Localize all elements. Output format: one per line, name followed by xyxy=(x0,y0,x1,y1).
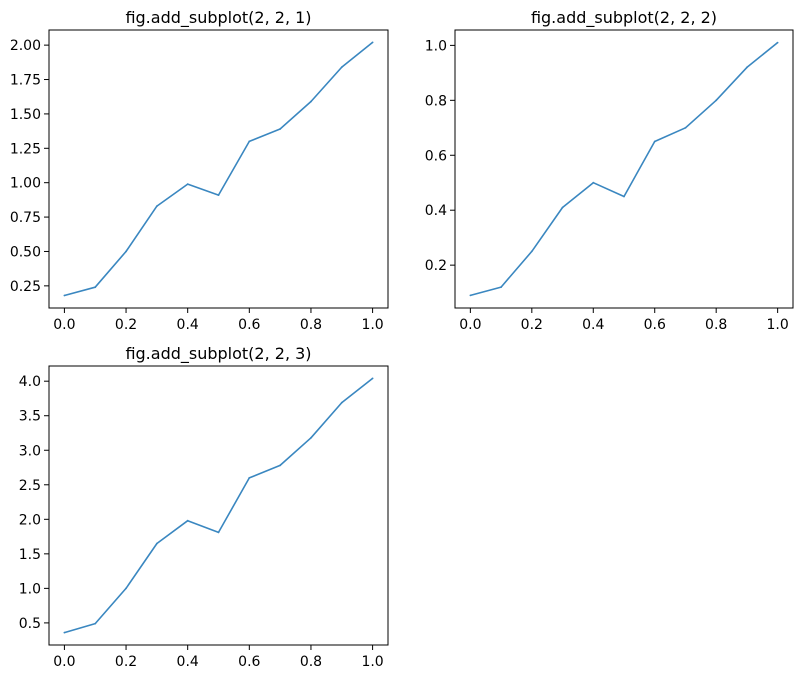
subplot-3-y-tick-label: 3.0 xyxy=(19,443,41,459)
subplot-3-y-tick-label: 1.5 xyxy=(19,547,41,563)
subplot-3: fig.add_subplot(2, 2, 3) 0.0 0.2 0.4 0.6 0.8… xyxy=(19,344,389,670)
subplot-1-x-tick-label: 0.4 xyxy=(177,317,199,333)
subplot-2-data-point xyxy=(653,140,656,143)
subplot-3-x-tick-label: 1.0 xyxy=(361,654,383,670)
subplot-3-data-point xyxy=(310,436,312,439)
subplot-3-data-point xyxy=(340,401,343,404)
subplot-3-axes-frame xyxy=(48,365,389,646)
subplot-1-y-tick-label: 0.50 xyxy=(10,244,41,260)
subplot-1-y-tick-label: 2.00 xyxy=(10,38,41,54)
subplot-2-y-tick-label: 1.0 xyxy=(425,38,447,54)
subplot-1-x-tick-label: 0.6 xyxy=(238,317,260,333)
subplot-2-data-point xyxy=(715,99,718,102)
subplot-3-x-tick-label: 0.2 xyxy=(115,654,137,670)
subplot-2-data-point xyxy=(684,126,687,129)
subplot-1-axes-frame xyxy=(48,29,389,309)
subplot-1-y-tick-label: 1.25 xyxy=(10,141,41,157)
subplot-1-data-point xyxy=(186,183,189,186)
subplot-2-title: fig.add_subplot(2, 2, 2) xyxy=(531,8,717,28)
subplot-2-x-tick-label: 0.6 xyxy=(644,317,666,333)
subplot-2-y-tick-label: 0.6 xyxy=(425,148,447,164)
subplot-1-data-point xyxy=(63,294,66,297)
subplot-2-data-point xyxy=(746,66,748,69)
subplot-3-data-point xyxy=(156,542,158,545)
subplot-1-x-tick-label: 0.2 xyxy=(115,317,137,333)
subplot-2-x-tick-label: 0.8 xyxy=(705,317,727,333)
subplot-2-data-point xyxy=(776,41,779,44)
subplot-1-data-point xyxy=(248,140,251,143)
subplot-3-x-tick-label: 0.6 xyxy=(238,654,260,670)
subplot-3-y-tick-label: 3.5 xyxy=(19,409,41,425)
subplot-2-data-point xyxy=(500,286,502,288)
subplot-2-axes-frame xyxy=(454,29,794,309)
subplot-2-x-tick-label: 0.4 xyxy=(582,317,604,333)
subplot-1-data-point xyxy=(279,128,281,130)
subplot-2-x-tick-label: 1.0 xyxy=(767,317,789,333)
subplot-1-y-tick-label: 1.50 xyxy=(10,107,41,123)
subplot-1-x-tick-label: 0.8 xyxy=(300,317,322,333)
subplot-1-data-point xyxy=(340,66,343,68)
subplot-2-x-tick-label: 0.0 xyxy=(459,317,481,333)
subplot-1-y-tick-label: 0.25 xyxy=(10,279,41,295)
subplot-1: fig.add_subplot(2, 2, 1) 0.0 0.2 0.4 0.6 0.8… xyxy=(10,8,389,333)
subplot-2-y-tick-label: 0.2 xyxy=(425,258,447,274)
subplot-2-data-point xyxy=(561,206,564,209)
subplot-1-y-tick-label: 1.00 xyxy=(10,176,41,192)
subplot-1-x-tick-label: 0.0 xyxy=(53,317,75,333)
subplot-3-y-tick-label: 2.0 xyxy=(19,512,41,528)
subplot-3-data-point xyxy=(371,377,374,380)
subplot-2: fig.add_subplot(2, 2, 2) 0.0 0.2 0.4 0.6 0.8… xyxy=(425,8,794,333)
subplot-2-y-tick-label: 0.4 xyxy=(425,203,447,219)
subplot-1-data-point xyxy=(125,250,127,253)
subplot-2-data-point xyxy=(530,250,533,253)
subplot-3-title: fig.add_subplot(2, 2, 3) xyxy=(125,344,311,364)
subplot-1-data-point xyxy=(310,100,312,103)
subplot-3-x-tick-label: 0.8 xyxy=(300,654,322,670)
subplot-3-data-point xyxy=(279,464,281,467)
subplot-2-data-point xyxy=(592,181,595,184)
subplot-2-x-tick-label: 0.2 xyxy=(521,317,543,333)
subplot-1-data-point xyxy=(217,194,220,197)
subplot-1-points xyxy=(63,41,374,297)
subplot-1-data-point xyxy=(371,41,374,44)
subplot-3-data-point xyxy=(94,622,97,625)
subplot-3-y-tick-label: 0.5 xyxy=(19,616,41,632)
subplot-1-data-point xyxy=(94,286,97,289)
subplot-3-y-tick-label: 1.0 xyxy=(19,581,41,597)
subplot-3-data-point xyxy=(186,519,189,522)
subplot-3-data-point xyxy=(248,477,251,479)
subplot-1-y-tick-label: 1.75 xyxy=(10,73,41,89)
subplot-2-data-point xyxy=(469,294,472,297)
subplot-3-x-tick-label: 0.0 xyxy=(53,654,75,670)
subplot-3-y-tick-label: 4.0 xyxy=(19,374,41,390)
subplot-2-ticks: 0.0 0.2 0.4 0.6 0.8 1.0 0.2 0.4 0.6 0.8 1.0 xyxy=(425,38,789,333)
subplot-2-y-tick-label: 0.8 xyxy=(425,93,447,109)
subplot-3-x-tick-label: 0.4 xyxy=(177,654,199,670)
subplot-3-data-point xyxy=(125,587,127,590)
subplot-3-data-point xyxy=(217,531,220,534)
subplot-1-x-tick-label: 1.0 xyxy=(361,317,383,333)
subplot-2-data-point xyxy=(623,195,625,198)
subplot-2-points xyxy=(469,41,779,297)
subplot-3-data-point xyxy=(63,631,66,634)
subplot-1-ticks: 0.0 0.2 0.4 0.6 0.8 1.0 0.25 0.50 0.75 1.00 1.25 1.… xyxy=(10,38,384,333)
subplot-1-y-tick-label: 0.75 xyxy=(10,210,41,226)
subplot-1-title: fig.add_subplot(2, 2, 1) xyxy=(125,8,311,28)
subplot-3-y-tick-label: 2.5 xyxy=(19,478,41,494)
subplot-3-ticks: 0.0 0.2 0.4 0.6 0.8 1.0 0.5 1.0 1.5 2.0 2.5 3.0 3.5 4… xyxy=(19,374,384,670)
subplot-3-points xyxy=(63,377,374,634)
subplot-1-data-point xyxy=(156,205,158,208)
